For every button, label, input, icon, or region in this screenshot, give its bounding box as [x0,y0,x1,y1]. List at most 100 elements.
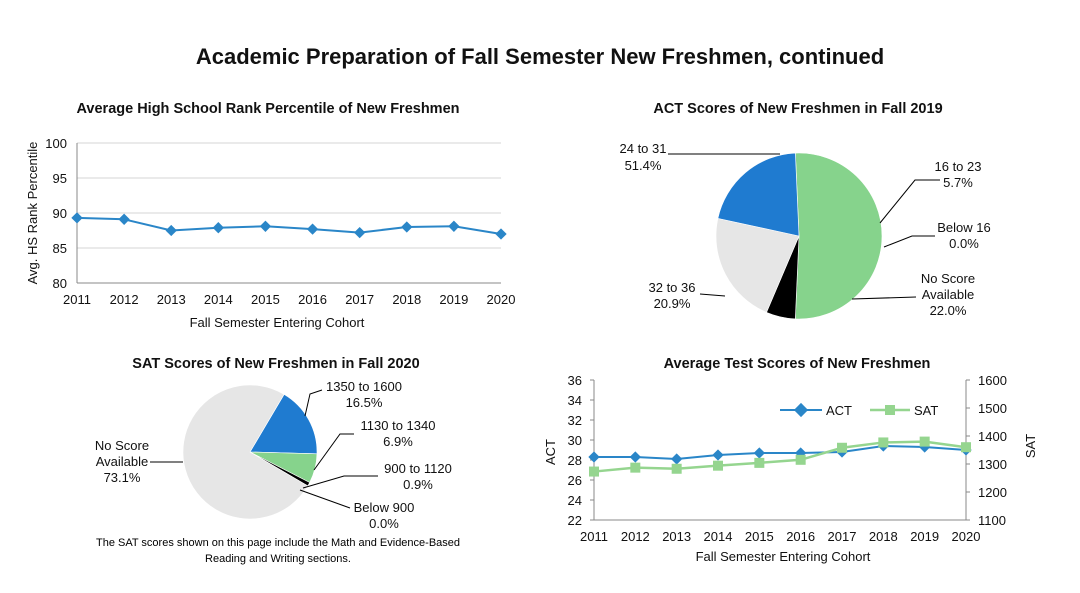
hs-rank-point [71,212,83,224]
act-pct-32-36: 20.9% [654,296,691,311]
hs-rank-xtick: 2015 [251,292,280,307]
hs-rank-chart: Average High School Rank Percentile of N… [25,101,515,330]
test-scores-right-ytick: 1300 [978,457,1007,472]
legend-sat-label: SAT [914,403,938,418]
sat-point [630,462,641,473]
hs-rank-xtick: 2011 [63,292,91,307]
act-pct-16-23: 5.7% [943,175,973,190]
legend-act-marker [793,402,809,418]
sat-leader-1130 [313,433,354,471]
test-scores-left-ytick: 30 [568,433,582,448]
test-scores-right-ytick: 1100 [978,513,1006,528]
sat-leader-1350 [304,389,323,417]
sat-leader-below-900 [299,489,351,509]
hs-rank-point [212,222,224,234]
test-scores-xtick: 2017 [828,529,857,544]
test-scores-title: Average Test Scores of New Freshmen [664,356,931,372]
sat-label-no-score-1: No Score [95,438,149,453]
hs-rank-series-line [76,216,502,235]
act-leader-no-score [851,296,917,300]
test-scores-xtick: 2020 [952,529,981,544]
sat-point [961,442,971,453]
sat-pie-title: SAT Scores of New Freshmen in Fall 2020 [132,356,419,372]
sat-point [919,436,930,447]
hs-rank-point [448,220,460,232]
hs-rank-xtick: 2012 [110,292,139,307]
hs-rank-ytick: 85 [53,241,67,256]
sat-point [713,460,723,471]
test-scores-xtick: 2011 [580,529,608,544]
act-point [629,451,641,463]
act-label-no-score-1: No Score [921,271,975,286]
sat-point [795,454,806,465]
footnote-line-2: Reading and Writing sections. [205,553,351,565]
test-scores-right-ytick: 1600 [978,373,1007,388]
test-scores-xtick: 2016 [786,529,815,544]
hs-rank-point [495,228,507,240]
hs-rank-ytick: 95 [53,171,67,186]
act-leader-below-16 [883,235,935,248]
hs-rank-ylabel: Avg. HS Rank Percentile [25,142,40,285]
hs-rank-xtick: 2019 [439,292,468,307]
test-scores-left-ytick: 26 [568,473,582,488]
sat-pie-chart: SAT Scores of New Freshmen in Fall 2020 … [95,356,460,565]
sat-label-below-900: Below 900 [354,500,415,515]
sat-pct-1350: 16.5% [346,395,383,410]
hs-rank-xtick: 2013 [157,292,186,307]
act-pct-24-31: 51.4% [625,158,662,173]
hs-rank-xtick: 2014 [204,292,233,307]
test-scores-left-ytick: 22 [568,513,582,528]
hs-rank-ytick: 80 [53,276,67,291]
act-point [671,453,683,465]
sat-pct-900: 0.9% [403,477,433,492]
hs-rank-title: Average High School Rank Percentile of N… [76,101,459,117]
sat-label-1350: 1350 to 1600 [326,379,402,394]
test-scores-xlabel: Fall Semester Entering Cohort [696,549,871,564]
sat-pct-no-score: 73.1% [104,470,141,485]
test-scores-legend: ACT SAT [780,402,938,418]
hs-rank-point [354,226,366,239]
act-pie-title: ACT Scores of New Freshmen in Fall 2019 [653,101,942,117]
hs-rank-xtick: 2018 [392,292,421,307]
act-leader-16-23 [879,179,940,224]
sat-label-900: 900 to 1120 [384,461,452,476]
sat-slice-no-score-available [182,384,309,520]
hs-rank-point [259,220,272,232]
hs-rank-point [118,213,130,225]
test-scores-xtick: 2018 [869,529,898,544]
sat-label-1130: 1130 to 1340 [361,418,436,433]
act-series-line [594,444,967,461]
sat-point [589,466,599,477]
test-scores-chart: Average Test Scores of New Freshmen 22 24… [543,356,1038,564]
sat-pct-below-900: 0.0% [369,516,399,531]
hs-rank-xtick: 2016 [298,292,327,307]
page-title: Academic Preparation of Fall Semester Ne… [195,44,885,69]
act-point [712,449,724,461]
hs-rank-point [401,221,413,233]
test-scores-xtick: 2014 [704,529,733,544]
footnote-line-1: The SAT scores shown on this page includ… [96,537,460,549]
hs-rank-point [165,224,177,237]
test-scores-right-ytick: 1500 [978,401,1007,416]
act-slice-32-to-36 [717,152,800,237]
sat-point [754,457,765,468]
legend-sat-marker [885,405,895,415]
test-scores-xtick: 2012 [621,529,650,544]
hs-rank-xtick: 2017 [345,292,374,307]
hs-rank-xtick: 2020 [487,292,516,307]
test-scores-left-ytick: 36 [568,373,582,388]
act-leader-32-36 [699,293,726,297]
test-scores-right-ytick: 1400 [978,429,1007,444]
act-pct-below-16: 0.0% [949,236,979,251]
hs-rank-ytick: 90 [53,206,67,221]
act-label-no-score-2: Available [922,287,975,302]
act-label-below-16: Below 16 [937,220,990,235]
hs-rank-xlabel: Fall Semester Entering Cohort [190,315,365,330]
act-label-24-31: 24 to 31 [620,141,667,156]
act-slice-no-score-available [715,218,800,313]
test-scores-left-ytick: 28 [568,453,582,468]
act-pie-chart: ACT Scores of New Freshmen in Fall 2019 … [620,101,991,320]
act-label-32-36: 32 to 36 [649,280,696,295]
